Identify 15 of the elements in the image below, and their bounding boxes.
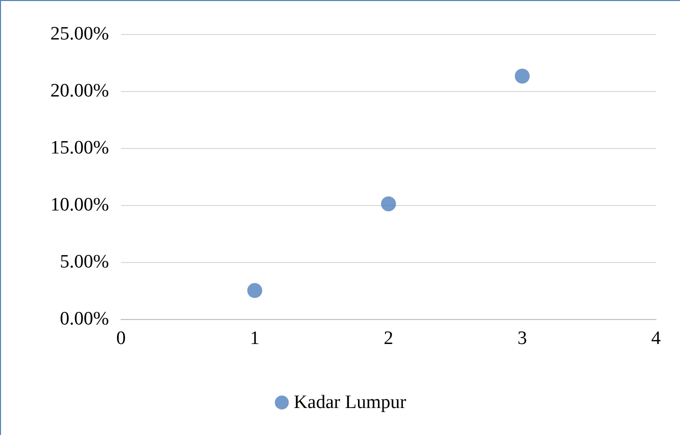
point (381, 196, 396, 212)
x-tick-label: 2 (384, 328, 394, 349)
legend-label: Kadar Lumpur (294, 392, 407, 413)
y-tick-label: 10.00% (50, 194, 110, 216)
point (514, 68, 530, 84)
y-tick-label: 15.00% (50, 138, 110, 158)
x-tick-label: 1 (250, 328, 260, 349)
x-tick-label: 3 (518, 328, 527, 349)
y-tick-label: 20.00% (50, 80, 110, 102)
y-tick-label: 5.00% (60, 252, 110, 272)
y-tick-label: 25.00% (50, 24, 110, 44)
x-tick-label: 4 (651, 328, 662, 349)
point (247, 283, 262, 298)
x-tick-label: 0 (116, 328, 126, 349)
y-tick-label: 0.00% (60, 308, 110, 330)
